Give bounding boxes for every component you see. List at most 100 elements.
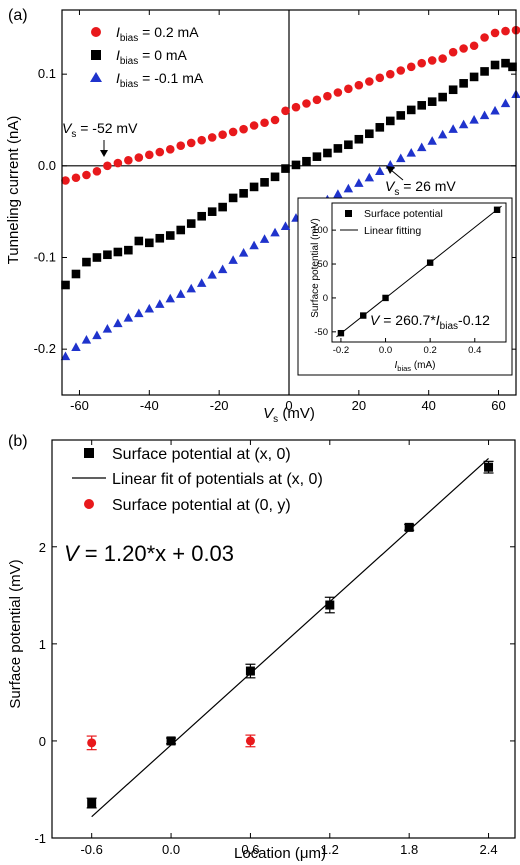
series-circle (61, 25, 520, 185)
inset-box (297, 197, 513, 376)
data-point (396, 111, 406, 120)
fit-line (91, 457, 489, 818)
panel-b-series (86, 460, 494, 809)
inset-xlabel: Ibias (mA) (395, 360, 436, 373)
y-tick-label: -0.2 (34, 341, 56, 356)
inset-x-tick-label: 0.4 (468, 345, 481, 356)
inset-chart: -0.2 0.0 0.2 0.4 -50 0 50 100 Surface potential… (297, 197, 513, 376)
data-point (302, 99, 311, 108)
data-point (186, 138, 196, 148)
data-point (490, 60, 500, 70)
data-point (270, 172, 280, 182)
series-square (86, 460, 494, 809)
data-point (249, 121, 259, 130)
inset-y-tick-label: 100 (312, 225, 328, 236)
data-point (291, 102, 301, 112)
data-point (61, 176, 70, 185)
x-tick-label: 20 (352, 398, 366, 413)
data-point (406, 62, 416, 72)
data-point (458, 119, 469, 129)
data-point (259, 234, 270, 243)
data-point (186, 219, 196, 228)
inset-y-tick-label: 0 (323, 293, 328, 304)
x-tick-label: 60 (491, 398, 505, 413)
data-point (249, 182, 259, 192)
x-tick-label: 1.8 (400, 842, 418, 857)
inset-y-tick-label: 50 (317, 259, 328, 270)
data-point (459, 79, 468, 88)
svg-text:Vs = 26 mV: Vs = 26 mV (385, 178, 456, 198)
data-point (71, 173, 81, 183)
annotation-arrowhead (386, 166, 395, 174)
x-tick-label: 2.4 (480, 842, 498, 857)
data-point (448, 47, 458, 57)
data-point (176, 225, 186, 235)
data-point (343, 183, 354, 193)
data-point (218, 130, 227, 139)
data-point (145, 150, 154, 160)
panel-b: (b) -0.6 0.0 0.6 1.2 1.8 2.4 -1 0 1 2 Surface pot… (7, 433, 516, 862)
inset-x-tick-label: -0.2 (333, 345, 349, 356)
data-point (333, 88, 343, 97)
legend-entry-y-points: Surface potential at (0, y) (112, 497, 291, 514)
x-tick-label: -0.6 (80, 842, 102, 857)
data-point (249, 240, 259, 250)
inset-data-point (493, 206, 501, 213)
data-point (448, 124, 458, 133)
data-point (176, 289, 186, 298)
legend-marker-circle (91, 27, 101, 37)
x-tick-label: -60 (70, 398, 89, 413)
series-triangle (60, 89, 520, 361)
legend-marker-circle (84, 499, 94, 509)
data-point (333, 189, 343, 198)
data-point (61, 280, 70, 290)
x-tick-label: 1.2 (321, 842, 339, 857)
data-point (155, 299, 165, 308)
data-point (469, 115, 479, 124)
data-point (281, 164, 290, 173)
inset-data-point (382, 294, 389, 302)
data-point (103, 250, 112, 260)
data-point (364, 172, 375, 182)
data-point (123, 313, 134, 322)
data-point (82, 170, 91, 180)
data-point (281, 106, 290, 116)
data-point (484, 462, 494, 472)
inset-data-point (426, 259, 434, 266)
panel-a-label: (a) (8, 7, 28, 24)
data-point (312, 95, 322, 105)
inset-x-tick-label: 0.2 (424, 345, 437, 356)
data-point (325, 600, 335, 610)
data-point (207, 133, 217, 142)
data-point (228, 255, 238, 264)
data-point (480, 67, 489, 76)
y-tick-label: 0.1 (38, 66, 56, 81)
data-point (245, 666, 255, 676)
data-point (508, 62, 517, 72)
panel-b-fit-line (91, 457, 489, 818)
data-point (490, 28, 500, 38)
panel-a-ylabel: Tunneling current (nA) (5, 116, 22, 265)
inset-ticks: -0.2 0.0 0.2 0.4 -50 0 50 100 (312, 225, 481, 356)
inset-frame (331, 202, 507, 343)
legend-marker-square (91, 50, 101, 60)
data-point (92, 167, 102, 176)
data-point (406, 148, 416, 157)
data-point (260, 178, 269, 187)
data-point (375, 166, 385, 175)
annotation-arrowhead (100, 150, 108, 157)
data-point (438, 54, 447, 63)
inset-data-point (337, 329, 345, 337)
y-tick-label: -0.1 (34, 250, 56, 265)
data-point (427, 97, 437, 106)
data-point (207, 269, 217, 279)
data-point (87, 798, 97, 808)
data-point (365, 129, 374, 139)
data-point (217, 264, 228, 274)
inset-legend-square (345, 210, 352, 217)
inset-legend-points: Surface potential (364, 208, 443, 220)
data-point (375, 73, 385, 83)
panel-b-label: (b) (8, 433, 28, 450)
data-point (113, 247, 123, 257)
data-point (165, 145, 175, 154)
